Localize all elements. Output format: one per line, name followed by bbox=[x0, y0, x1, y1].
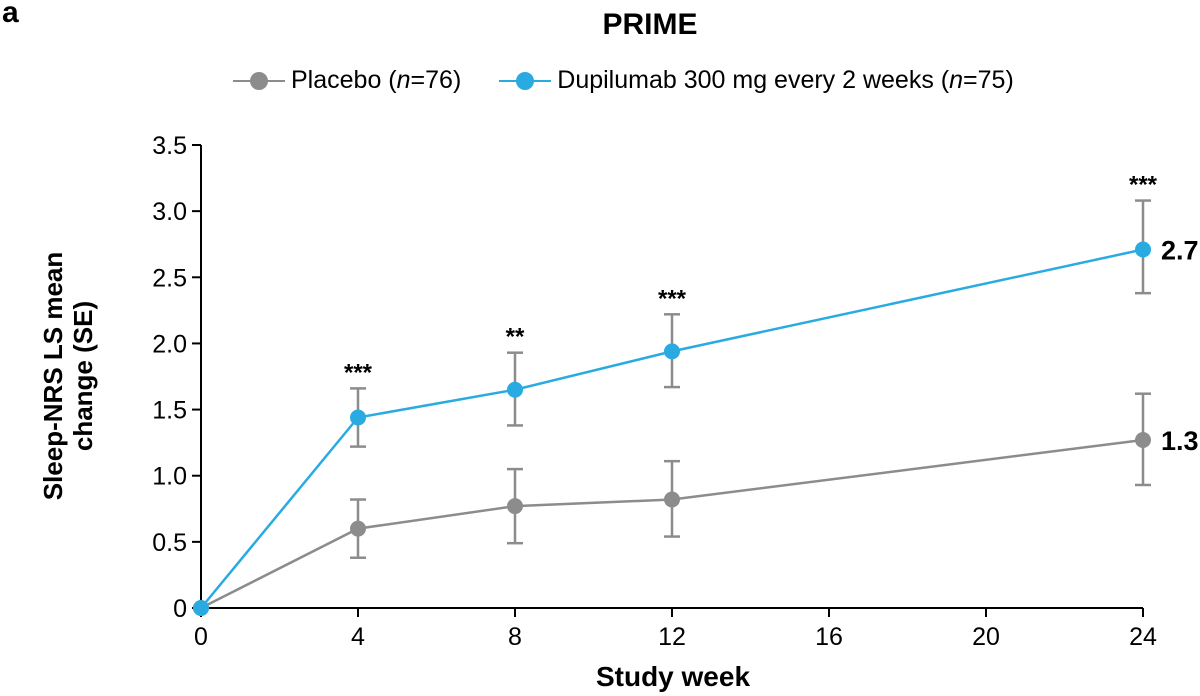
legend: Placebo (n=76) Dupilumab 300 mg every 2 … bbox=[233, 66, 1052, 95]
x-tick-label: 16 bbox=[815, 623, 843, 651]
legend-marker-placebo bbox=[233, 71, 285, 91]
data-point-placebo bbox=[350, 520, 366, 537]
x-tick-label: 12 bbox=[658, 623, 686, 651]
data-point-placebo bbox=[664, 491, 680, 508]
data-point-dupilumab bbox=[350, 409, 366, 426]
y-tick-label: 2.0 bbox=[152, 330, 187, 358]
x-axis-label: Study week bbox=[596, 661, 750, 692]
y-tick-label: 3.0 bbox=[152, 198, 187, 226]
significance-annotation: *** bbox=[344, 359, 373, 386]
chart-title: PRIME bbox=[602, 8, 698, 41]
legend-label-dupilumab: Dupilumab 300 mg every 2 weeks (n=75) bbox=[557, 66, 1014, 94]
legend-item-dupilumab: Dupilumab 300 mg every 2 weeks (n=75) bbox=[499, 66, 1014, 95]
data-point-placebo bbox=[507, 498, 523, 515]
data-point-dupilumab bbox=[507, 381, 523, 398]
legend-label-placebo: Placebo (n=76) bbox=[291, 66, 462, 94]
data-point-dupilumab bbox=[193, 600, 209, 616]
y-tick-label: 0 bbox=[173, 595, 187, 623]
legend-marker-dupilumab bbox=[499, 71, 552, 91]
significance-annotation: *** bbox=[658, 285, 687, 312]
panel-label: a bbox=[2, 0, 19, 29]
x-tick-label: 0 bbox=[194, 623, 208, 651]
x-tick-label: 20 bbox=[972, 623, 1000, 651]
data-point-dupilumab bbox=[1135, 241, 1151, 258]
x-tick-label: 24 bbox=[1129, 623, 1157, 651]
end-value-label-dupilumab: 2.7 bbox=[1161, 236, 1199, 266]
significance-annotation: *** bbox=[1129, 172, 1158, 199]
y-tick-label: 0.5 bbox=[152, 529, 187, 557]
y-tick-label: 3.5 bbox=[152, 132, 187, 160]
x-tick-label: 4 bbox=[351, 623, 365, 651]
x-tick-label: 8 bbox=[508, 623, 522, 651]
end-value-label-placebo: 1.3 bbox=[1161, 426, 1199, 456]
significance-annotation: ** bbox=[506, 324, 525, 351]
y-tick-label: 1.0 bbox=[152, 463, 187, 491]
legend-item-placebo: Placebo (n=76) bbox=[233, 66, 461, 95]
y-tick-label: 2.5 bbox=[152, 264, 187, 292]
data-point-placebo bbox=[1135, 431, 1151, 448]
data-point-dupilumab bbox=[664, 343, 680, 360]
y-tick-label: 1.5 bbox=[152, 397, 187, 425]
